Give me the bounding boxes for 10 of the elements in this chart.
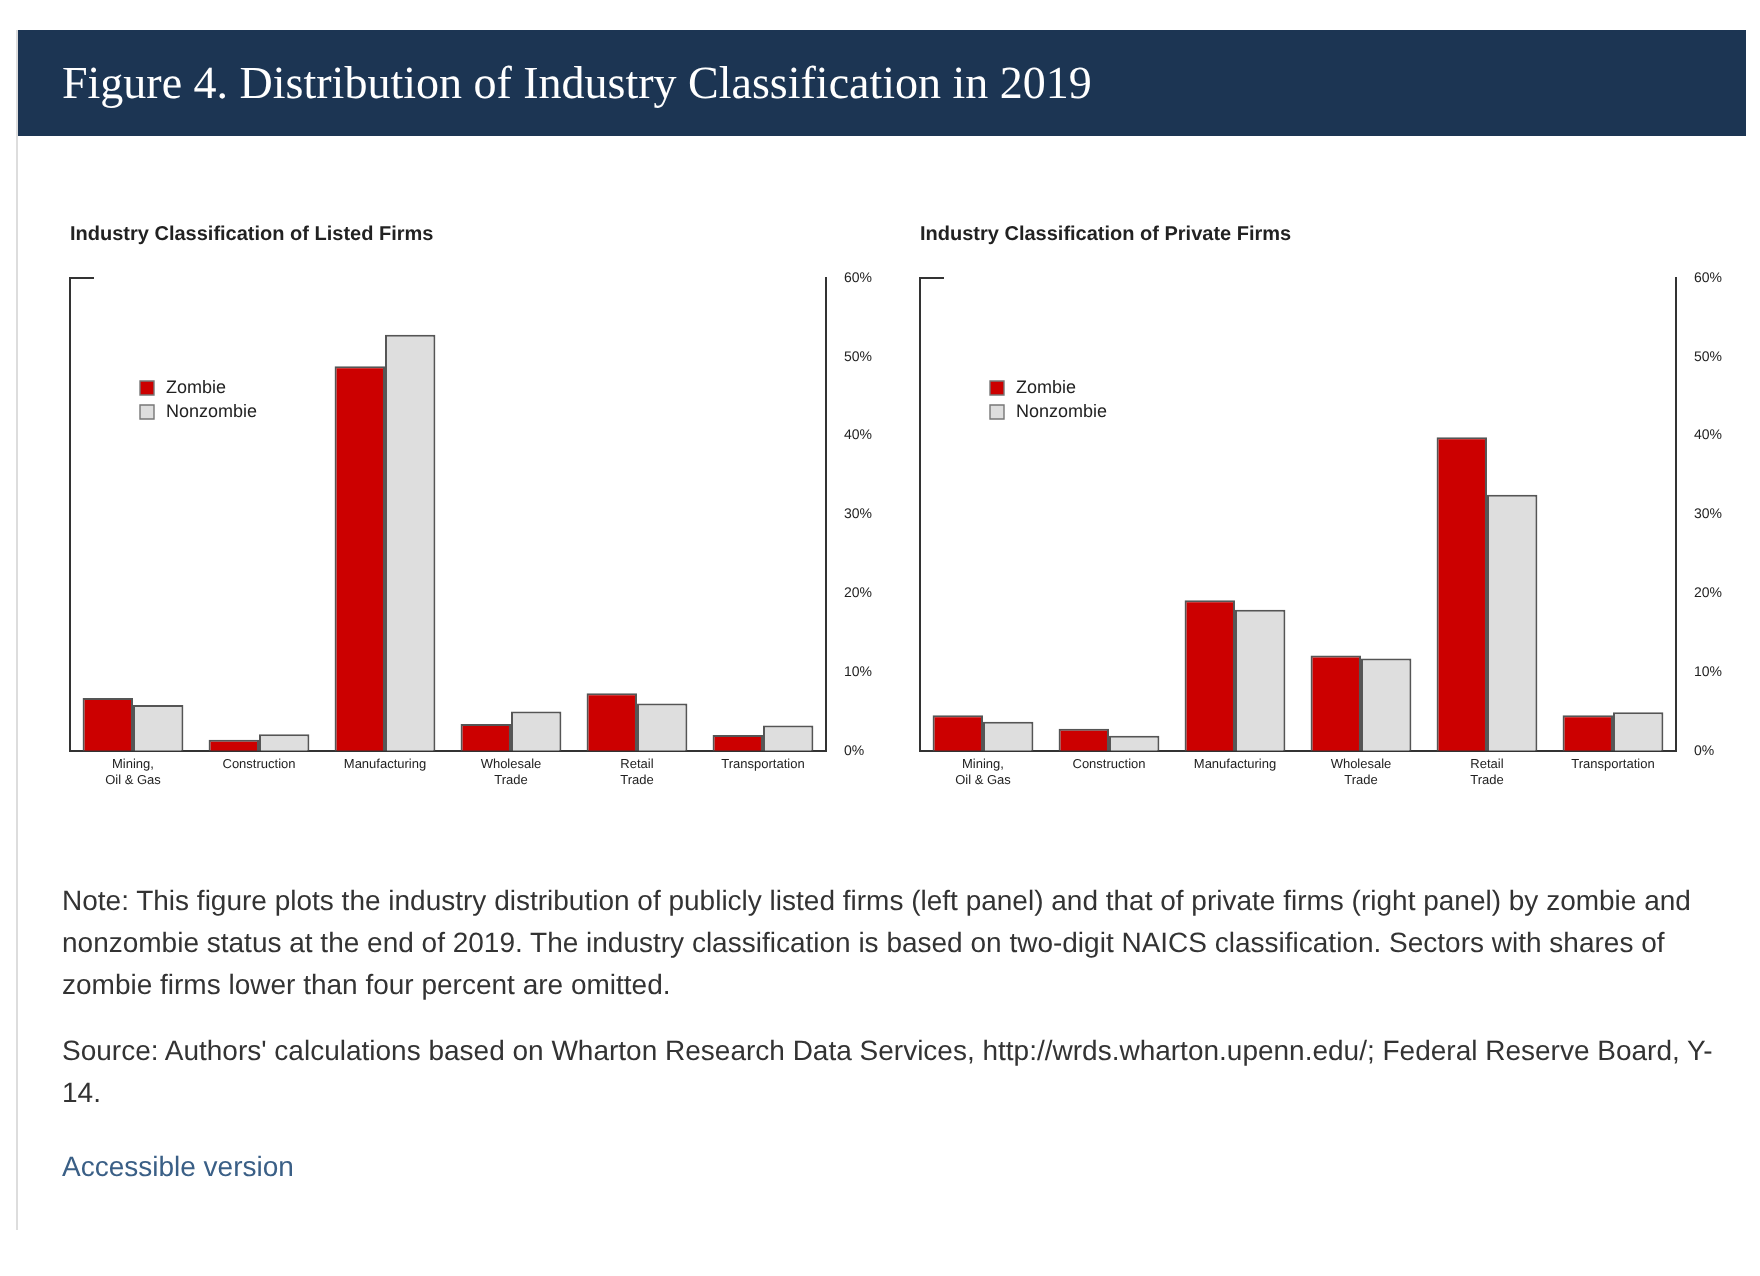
text: Accessible version [62,1148,296,1186]
legend-label: Zombie [1016,376,1077,397]
legend-label: Nonzombie [1016,400,1108,421]
source-note: Source: Authors' calculations based on Wharton Research Data Services, http://wrds.wharton.upenn.edu/; Federal Reserve Board, Y-14. [62,1032,1715,1112]
chart-title: Industry Classification of Private Firms [920,223,1293,246]
chart-title: Industry Classification of Listed Firms [70,223,435,246]
legend-label: Zombie [166,376,227,397]
text: Note: This figure plots the industry distribution of publicly listed firms (left panel) and that of private firms (right panel) by zombie and nonzombie status at the end of 2019. The industry classification is based on two-digit NAICS classification. Sectors with shares of zombie firms lower than four percent are omitted. [62,882,1693,1004]
legend-label: Nonzombie [166,400,258,421]
text: Figure 4. Distribution of Industry Classification in 2019 [18,30,1746,136]
